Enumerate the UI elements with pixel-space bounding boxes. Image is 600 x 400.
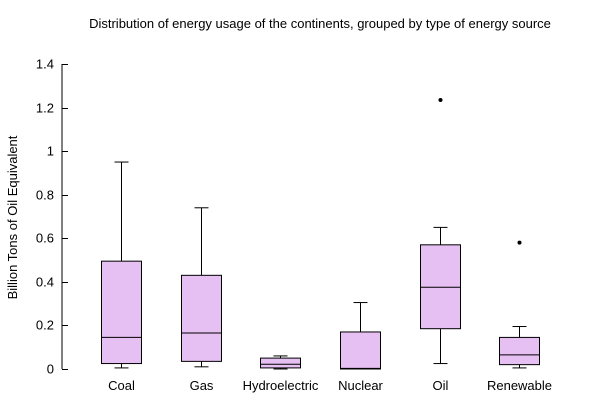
y-tick-label: 0.2 xyxy=(36,318,54,333)
y-tick-label: 1.4 xyxy=(36,57,54,72)
y-tick-label: 0.4 xyxy=(36,275,54,290)
y-tick-label: 0 xyxy=(47,362,54,377)
box-coal xyxy=(101,260,142,365)
outlier-point xyxy=(517,240,522,245)
x-tick-label: Renewable xyxy=(487,378,552,393)
y-tick-label: 1.2 xyxy=(36,101,54,116)
y-tick-label: 0.6 xyxy=(36,231,54,246)
box-gas xyxy=(181,274,222,362)
chart-title: Distribution of energy usage of the cont… xyxy=(89,16,551,31)
x-tick-label: Hydroelectric xyxy=(243,378,319,393)
box-hydroelectric xyxy=(260,357,301,369)
outlier-point xyxy=(438,97,443,102)
y-tick-label: 1 xyxy=(47,144,54,159)
x-tick-label: Nuclear xyxy=(338,378,383,393)
x-tick-label: Coal xyxy=(108,378,135,393)
box-renewable xyxy=(499,336,540,366)
x-tick-label: Gas xyxy=(190,378,214,393)
y-axis-label: Billion Tons of Oil Equivalent xyxy=(5,135,20,299)
y-tick-label: 0.8 xyxy=(36,188,54,203)
box-nuclear xyxy=(340,331,381,370)
box-oil xyxy=(420,244,461,330)
x-tick-label: Oil xyxy=(433,378,449,393)
